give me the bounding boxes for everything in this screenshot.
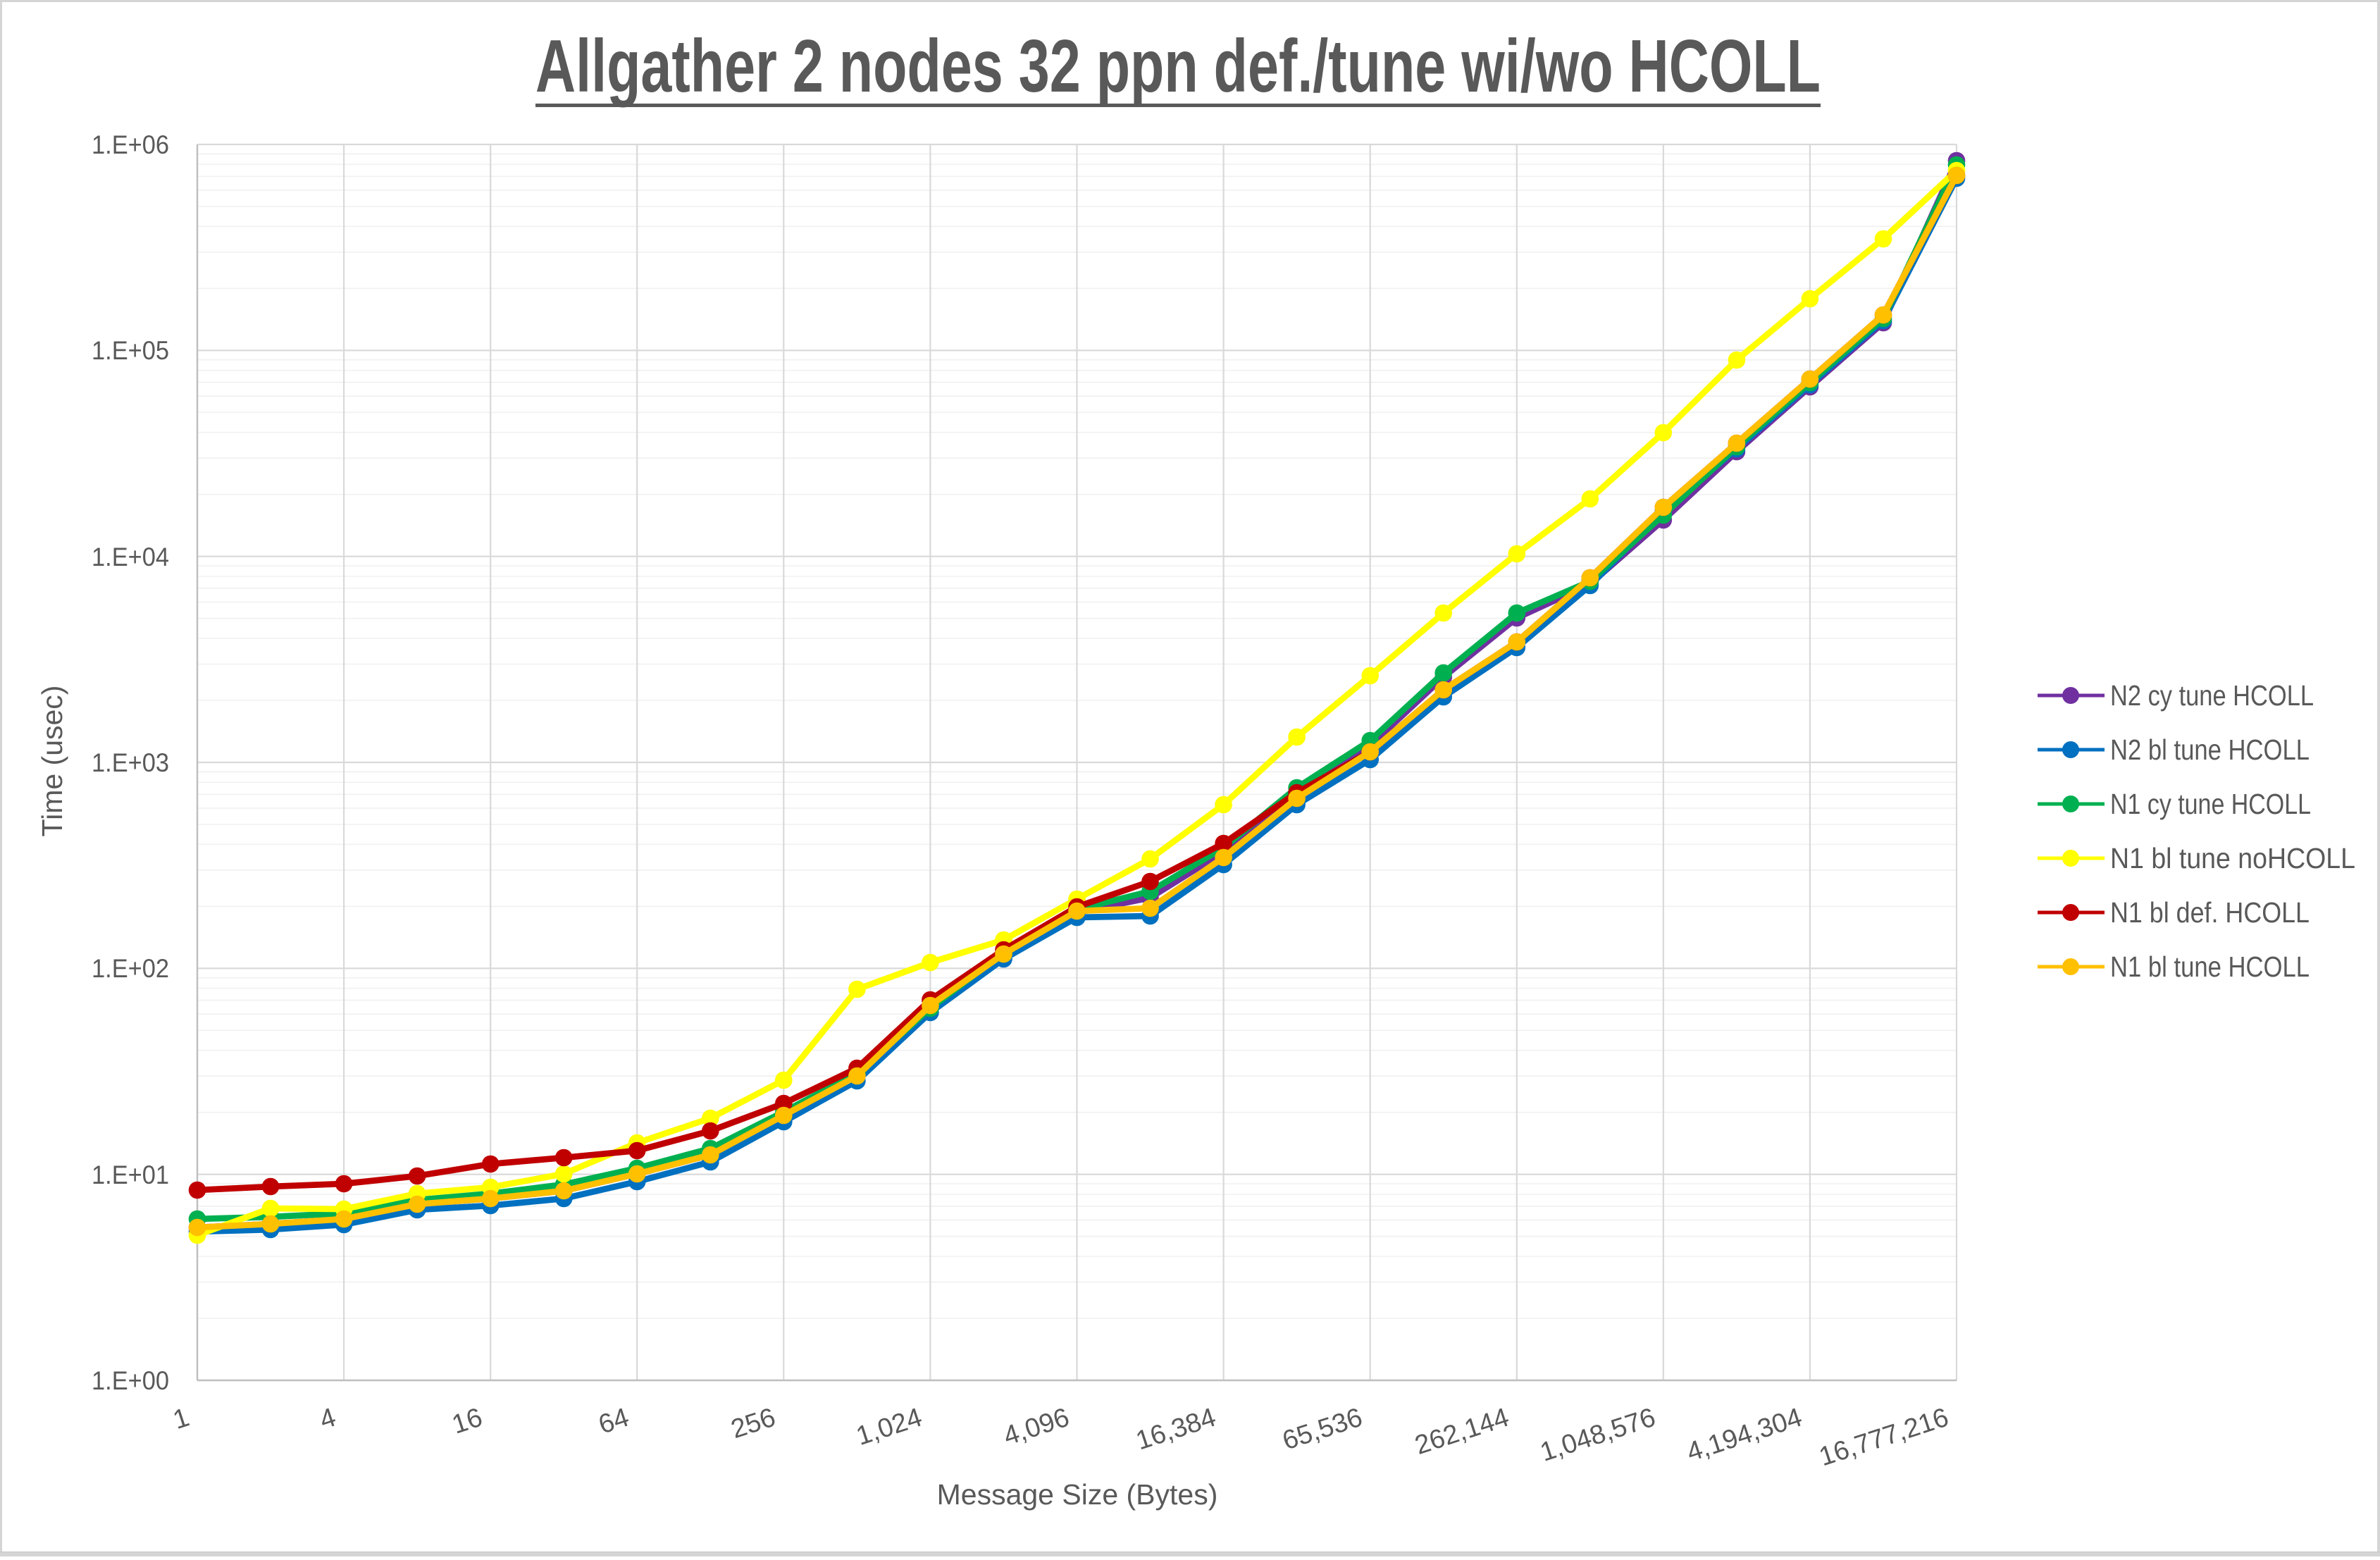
svg-text:N1 bl tune noHCOLL: N1 bl tune noHCOLL bbox=[2110, 842, 2355, 874]
svg-text:N1 cy tune HCOLL: N1 cy tune HCOLL bbox=[2110, 788, 2311, 820]
svg-text:N1 bl tune HCOLL: N1 bl tune HCOLL bbox=[2110, 951, 2310, 983]
svg-text:1.E+04: 1.E+04 bbox=[92, 543, 169, 571]
svg-text:Allgather 2 nodes 32 ppn def./: Allgather 2 nodes 32 ppn def./tune wi/wo… bbox=[535, 25, 1821, 108]
svg-text:1.E+05: 1.E+05 bbox=[92, 336, 169, 365]
svg-text:1.E+06: 1.E+06 bbox=[92, 130, 169, 159]
svg-text:Time (usec): Time (usec) bbox=[36, 686, 68, 837]
svg-text:Message Size (Bytes): Message Size (Bytes) bbox=[937, 1478, 1218, 1511]
svg-text:1.E+03: 1.E+03 bbox=[92, 748, 169, 777]
svg-text:N1 bl def. HCOLL: N1 bl def. HCOLL bbox=[2110, 896, 2310, 929]
svg-text:1.E+02: 1.E+02 bbox=[92, 954, 169, 983]
svg-text:N2 cy tune HCOLL: N2 cy tune HCOLL bbox=[2110, 679, 2314, 712]
svg-text:1.E+01: 1.E+01 bbox=[92, 1160, 169, 1189]
svg-text:1.E+00: 1.E+00 bbox=[92, 1366, 169, 1395]
svg-text:N2 bl tune HCOLL: N2 bl tune HCOLL bbox=[2110, 733, 2310, 766]
